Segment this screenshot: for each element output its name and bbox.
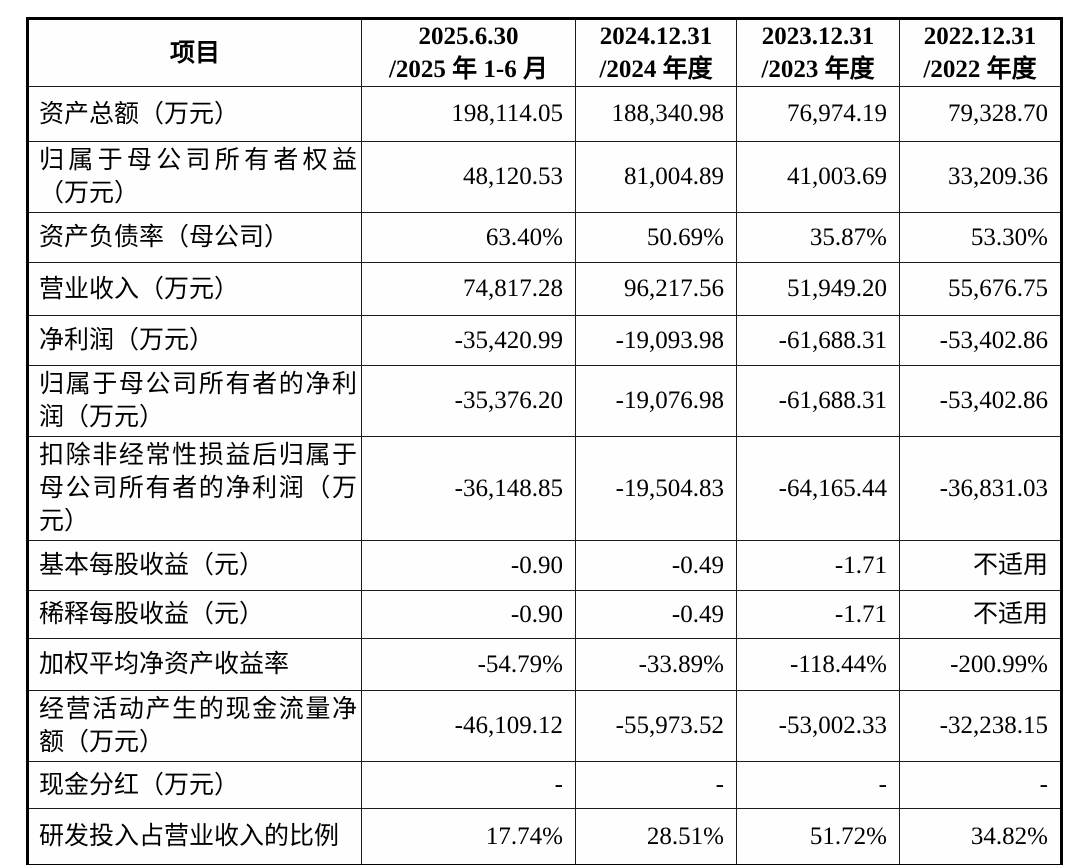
cell-value: 不适用	[899, 590, 1062, 639]
header-period-2023: 2023.12.31 /2023 年度	[736, 18, 900, 87]
table-row-diluted-eps: 稀释每股收益（元） -0.90 -0.49 -1.71 不适用	[27, 590, 1062, 639]
cell-value: -118.44%	[736, 638, 900, 691]
cell-value: -0.90	[361, 590, 576, 639]
row-label: 经营活动产生的现金流量净额（万元）	[27, 690, 362, 762]
cell-value: -0.49	[575, 540, 737, 591]
row-label: 归属于母公司所有者的净利润（万元）	[27, 365, 362, 437]
cell-value: -53,402.86	[899, 365, 1062, 437]
cell-value: 188,340.98	[575, 86, 737, 142]
header-date: 2022.12.31	[923, 23, 1037, 50]
row-label: 营业收入（万元）	[27, 262, 362, 316]
financial-summary-table: 项目 2025.6.30 /2025 年 1-6 月 2024.12.31 /2…	[26, 17, 1063, 865]
cell-value: -64,165.44	[736, 436, 900, 541]
cell-value: -19,093.98	[575, 315, 737, 366]
header-period-2022: 2022.12.31 /2022 年度	[899, 18, 1062, 87]
cell-value: 41,003.69	[736, 141, 900, 213]
table-row-basic-eps: 基本每股收益（元） -0.90 -0.49 -1.71 不适用	[27, 540, 1062, 591]
header-date: 2024.12.31	[599, 23, 713, 50]
cell-value: 63.40%	[361, 212, 576, 263]
row-label: 净利润（万元）	[27, 315, 362, 366]
cell-value: 198,114.05	[361, 86, 576, 142]
header-period-2024: 2024.12.31 /2024 年度	[575, 18, 737, 87]
cell-value: 76,974.19	[736, 86, 900, 142]
cell-value: 81,004.89	[575, 141, 737, 213]
cell-value: 不适用	[899, 540, 1062, 591]
cell-value: -35,376.20	[361, 365, 576, 437]
header-period: /2024 年度	[599, 56, 713, 83]
cell-value: 28.51%	[575, 808, 737, 865]
cell-value: -200.99%	[899, 638, 1062, 691]
cell-value: 53.30%	[899, 212, 1062, 263]
cell-value: -36,148.85	[361, 436, 576, 541]
table-row-revenue: 营业收入（万元） 74,817.28 96,217.56 51,949.20 5…	[27, 262, 1062, 316]
cell-value: -1.71	[736, 540, 900, 591]
cell-value: -32,238.15	[899, 690, 1062, 762]
header-date: 2023.12.31	[761, 23, 875, 50]
cell-value: 79,328.70	[899, 86, 1062, 142]
table-header-row: 项目 2025.6.30 /2025 年 1-6 月 2024.12.31 /2…	[27, 18, 1062, 87]
header-date: 2025.6.30	[418, 23, 519, 50]
header-period: /2025 年 1-6 月	[388, 56, 549, 83]
cell-value: -53,402.86	[899, 315, 1062, 366]
header-period: /2023 年度	[761, 56, 875, 83]
cell-value: -61,688.31	[736, 365, 900, 437]
cell-value: -0.90	[361, 540, 576, 591]
cell-value: 55,676.75	[899, 262, 1062, 316]
cell-value: -53,002.33	[736, 690, 900, 762]
table-row-debt-ratio: 资产负债率（母公司） 63.40% 50.69% 35.87% 53.30%	[27, 212, 1062, 263]
cell-value: -33.89%	[575, 638, 737, 691]
cell-value: 74,817.28	[361, 262, 576, 316]
cell-value: -35,420.99	[361, 315, 576, 366]
cell-value: 50.69%	[575, 212, 737, 263]
table-row-parent-net-profit: 归属于母公司所有者的净利润（万元） -35,376.20 -19,076.98 …	[27, 365, 1062, 437]
row-label: 研发投入占营业收入的比例	[27, 808, 362, 865]
table-row-net-profit: 净利润（万元） -35,420.99 -19,093.98 -61,688.31…	[27, 315, 1062, 366]
cell-value: -	[899, 761, 1062, 809]
header-period-2025h1: 2025.6.30 /2025 年 1-6 月	[361, 18, 576, 87]
cell-value: -19,504.83	[575, 436, 737, 541]
cell-value: -36,831.03	[899, 436, 1062, 541]
cell-value: -1.71	[736, 590, 900, 639]
cell-value: -	[575, 761, 737, 809]
cell-value: -0.49	[575, 590, 737, 639]
cell-value: -	[736, 761, 900, 809]
row-label: 资产总额（万元）	[27, 86, 362, 142]
table-row-weighted-roe: 加权平均净资产收益率 -54.79% -33.89% -118.44% -200…	[27, 638, 1062, 691]
cell-value: -54.79%	[361, 638, 576, 691]
table-row-total-assets: 资产总额（万元） 198,114.05 188,340.98 76,974.19…	[27, 86, 1062, 142]
cell-value: 51,949.20	[736, 262, 900, 316]
cell-value: -	[361, 761, 576, 809]
cell-value: 33,209.36	[899, 141, 1062, 213]
row-label: 资产负债率（母公司）	[27, 212, 362, 263]
cell-value: -19,076.98	[575, 365, 737, 437]
header-item-column: 项目	[27, 18, 362, 87]
table-row-operating-cash-flow: 经营活动产生的现金流量净额（万元） -46,109.12 -55,973.52 …	[27, 690, 1062, 762]
row-label: 现金分红（万元）	[27, 761, 362, 809]
table-row-deducted-net-profit: 扣除非经常性损益后归属于母公司所有者的净利润（万元） -36,148.85 -1…	[27, 436, 1062, 541]
cell-value: 51.72%	[736, 808, 900, 865]
cell-value: 35.87%	[736, 212, 900, 263]
row-label: 扣除非经常性损益后归属于母公司所有者的净利润（万元）	[27, 436, 362, 541]
cell-value: -61,688.31	[736, 315, 900, 366]
cell-value: -55,973.52	[575, 690, 737, 762]
table-row-parent-equity: 归属于母公司所有者权益（万元） 48,120.53 81,004.89 41,0…	[27, 141, 1062, 213]
header-period: /2022 年度	[923, 56, 1037, 83]
cell-value: 96,217.56	[575, 262, 737, 316]
row-label: 稀释每股收益（元）	[27, 590, 362, 639]
cell-value: 17.74%	[361, 808, 576, 865]
cell-value: 48,120.53	[361, 141, 576, 213]
cell-value: -46,109.12	[361, 690, 576, 762]
cell-value: 34.82%	[899, 808, 1062, 865]
table-row-rd-ratio: 研发投入占营业收入的比例 17.74% 28.51% 51.72% 34.82%	[27, 808, 1062, 865]
row-label: 基本每股收益（元）	[27, 540, 362, 591]
table-row-cash-dividend: 现金分红（万元） - - - -	[27, 761, 1062, 809]
row-label: 归属于母公司所有者权益（万元）	[27, 141, 362, 213]
row-label: 加权平均净资产收益率	[27, 638, 362, 691]
